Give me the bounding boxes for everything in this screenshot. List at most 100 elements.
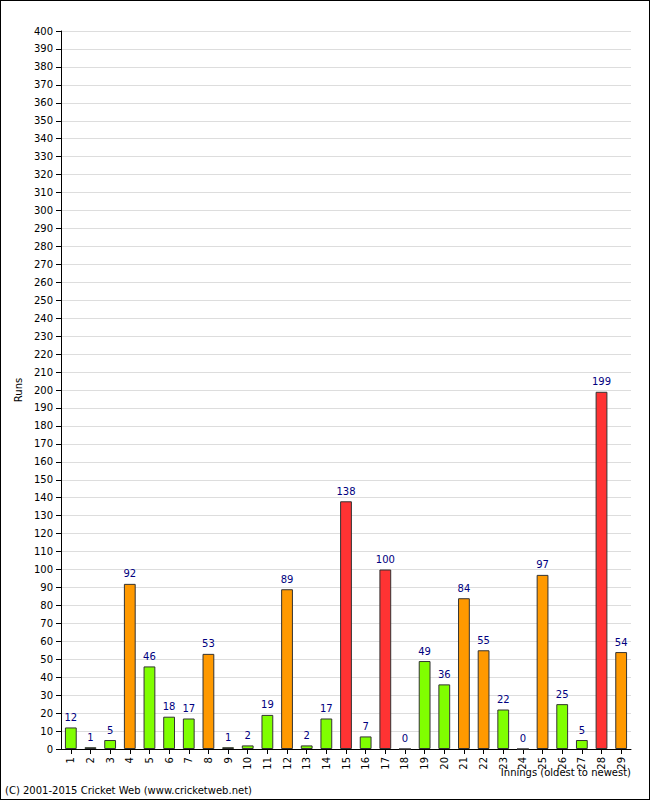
svg-text:220: 220: [34, 349, 53, 360]
svg-text:2: 2: [245, 730, 251, 741]
svg-text:26: 26: [557, 757, 568, 770]
svg-text:25: 25: [537, 757, 548, 770]
svg-text:340: 340: [34, 133, 53, 144]
svg-text:9: 9: [223, 757, 234, 763]
svg-text:55: 55: [477, 635, 490, 646]
svg-text:53: 53: [202, 638, 215, 649]
svg-text:46: 46: [143, 651, 156, 662]
svg-text:14: 14: [321, 757, 332, 770]
svg-text:17: 17: [182, 703, 195, 714]
svg-text:15: 15: [341, 757, 352, 770]
svg-text:89: 89: [281, 574, 294, 585]
svg-text:11: 11: [262, 757, 273, 770]
svg-text:7: 7: [183, 757, 194, 763]
svg-text:92: 92: [123, 568, 136, 579]
svg-text:13: 13: [301, 757, 312, 770]
svg-text:90: 90: [40, 582, 53, 593]
svg-text:10: 10: [40, 726, 53, 737]
svg-text:120: 120: [34, 528, 53, 539]
svg-text:23: 23: [498, 757, 509, 770]
svg-text:138: 138: [336, 486, 355, 497]
svg-text:18: 18: [163, 701, 176, 712]
svg-text:250: 250: [34, 295, 53, 306]
svg-text:1: 1: [225, 732, 231, 743]
svg-text:310: 310: [34, 187, 53, 198]
svg-text:40: 40: [40, 672, 53, 683]
svg-text:29: 29: [616, 757, 627, 770]
svg-text:20: 20: [40, 708, 53, 719]
svg-text:320: 320: [34, 169, 53, 180]
svg-text:21: 21: [458, 757, 469, 770]
svg-text:130: 130: [34, 510, 53, 521]
svg-text:199: 199: [592, 376, 611, 387]
svg-text:18: 18: [399, 757, 410, 770]
svg-text:230: 230: [34, 331, 53, 342]
svg-text:150: 150: [34, 474, 53, 485]
svg-text:54: 54: [615, 637, 628, 648]
svg-text:290: 290: [34, 223, 53, 234]
svg-text:10: 10: [242, 757, 253, 770]
svg-text:380: 380: [34, 61, 53, 72]
svg-text:17: 17: [380, 757, 391, 770]
svg-text:0: 0: [520, 733, 526, 744]
svg-text:0: 0: [402, 733, 408, 744]
svg-text:6: 6: [164, 757, 175, 763]
svg-text:12: 12: [282, 757, 293, 770]
svg-text:110: 110: [34, 546, 53, 557]
svg-text:0: 0: [47, 744, 53, 755]
svg-text:260: 260: [34, 277, 53, 288]
svg-text:210: 210: [34, 367, 53, 378]
svg-text:100: 100: [376, 554, 395, 565]
svg-text:5: 5: [107, 725, 113, 736]
svg-text:80: 80: [40, 600, 53, 611]
svg-text:5: 5: [144, 757, 155, 763]
svg-text:200: 200: [34, 385, 53, 396]
svg-text:1: 1: [87, 732, 93, 743]
svg-text:270: 270: [34, 259, 53, 270]
svg-text:28: 28: [596, 757, 607, 770]
svg-text:180: 180: [34, 420, 53, 431]
svg-text:97: 97: [536, 559, 549, 570]
svg-text:2: 2: [85, 757, 96, 763]
svg-text:60: 60: [40, 636, 53, 647]
svg-text:84: 84: [458, 583, 471, 594]
svg-text:25: 25: [556, 689, 569, 700]
svg-text:19: 19: [261, 699, 274, 710]
svg-text:330: 330: [34, 151, 53, 162]
svg-text:22: 22: [497, 694, 510, 705]
svg-text:30: 30: [40, 690, 53, 701]
svg-text:24: 24: [517, 757, 528, 770]
svg-text:400: 400: [34, 26, 53, 37]
svg-text:8: 8: [203, 757, 214, 763]
svg-text:140: 140: [34, 492, 53, 503]
svg-text:5: 5: [579, 725, 585, 736]
svg-text:280: 280: [34, 241, 53, 252]
svg-text:350: 350: [34, 115, 53, 126]
svg-text:7: 7: [362, 721, 368, 732]
svg-text:49: 49: [418, 646, 431, 657]
svg-text:17: 17: [320, 703, 333, 714]
svg-text:19: 19: [419, 757, 430, 770]
svg-text:300: 300: [34, 205, 53, 216]
svg-text:2: 2: [304, 730, 310, 741]
svg-text:170: 170: [34, 438, 53, 449]
svg-text:12: 12: [64, 712, 77, 723]
svg-text:50: 50: [40, 654, 53, 665]
svg-text:100: 100: [34, 564, 53, 575]
svg-text:27: 27: [576, 757, 587, 770]
svg-text:160: 160: [34, 456, 53, 467]
svg-text:4: 4: [124, 757, 135, 763]
svg-text:22: 22: [478, 757, 489, 770]
svg-text:1: 1: [65, 757, 76, 763]
svg-text:390: 390: [34, 43, 53, 54]
svg-text:360: 360: [34, 97, 53, 108]
svg-text:70: 70: [40, 618, 53, 629]
svg-text:20: 20: [439, 757, 450, 770]
svg-text:3: 3: [105, 757, 116, 763]
svg-text:(C) 2001-2015 Cricket Web (www: (C) 2001-2015 Cricket Web (www.cricketwe…: [5, 785, 252, 796]
svg-text:Runs: Runs: [13, 378, 24, 402]
svg-text:240: 240: [34, 313, 53, 324]
svg-text:190: 190: [34, 402, 53, 413]
svg-text:16: 16: [360, 757, 371, 770]
svg-text:36: 36: [438, 669, 451, 680]
